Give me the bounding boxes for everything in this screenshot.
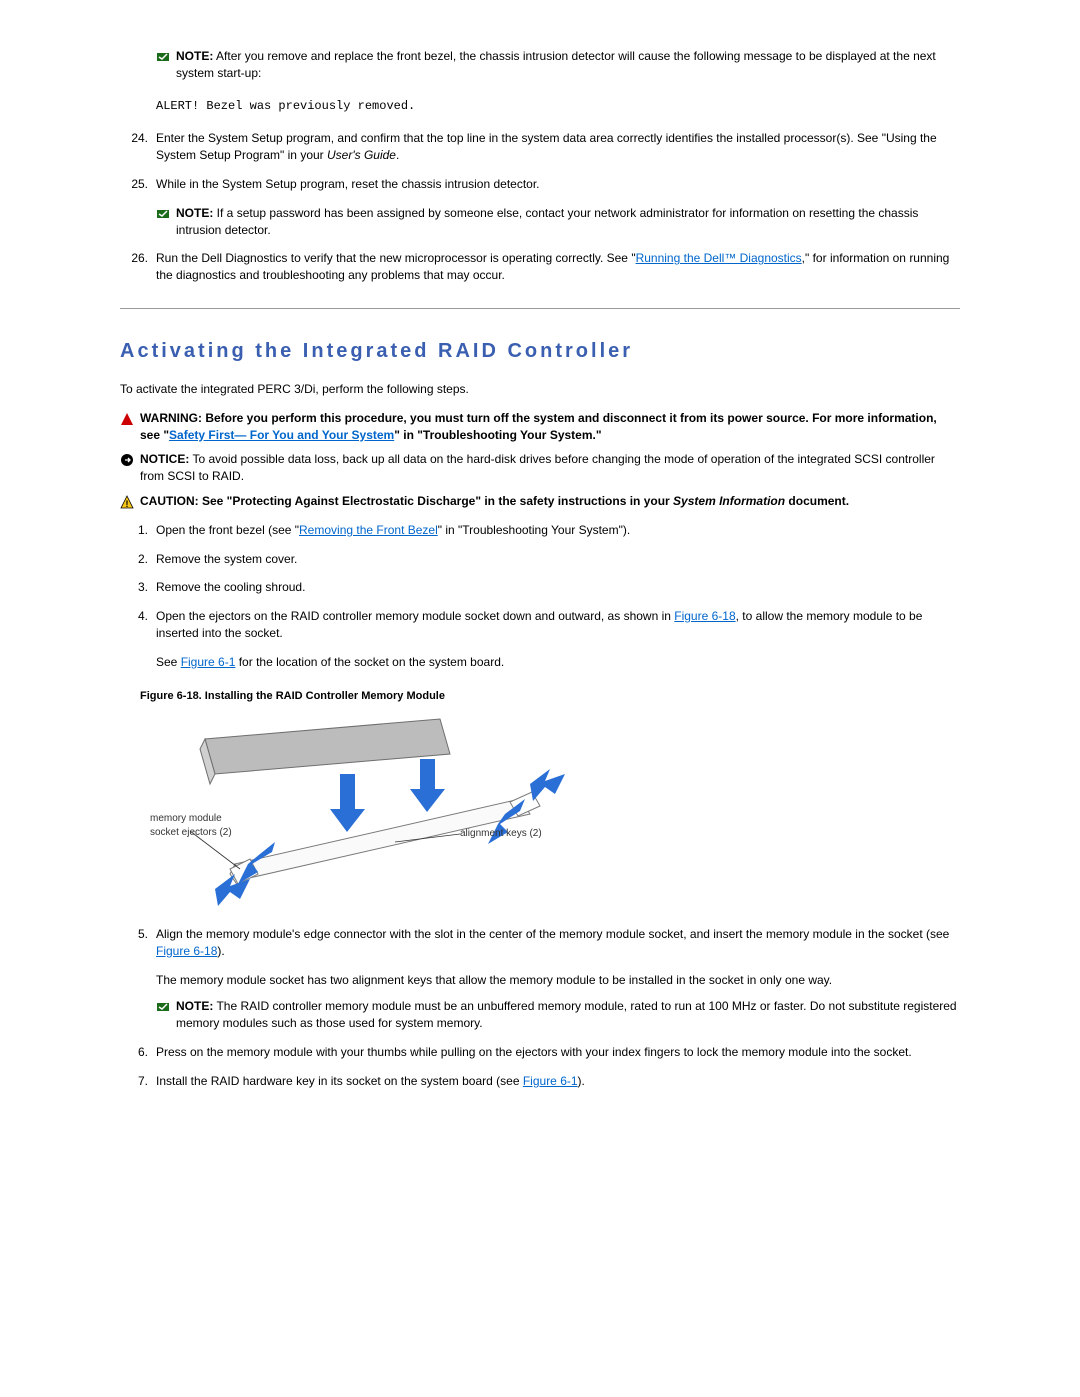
notice-icon (120, 453, 134, 467)
figure-6-18: memory modulesocket ejectors (2) alignme… (140, 714, 640, 914)
step-5: 5. Align the memory module's edge connec… (120, 926, 960, 960)
step-1: 1.Open the front bezel (see "Removing th… (120, 522, 960, 539)
note-raid-memory: NOTE: The RAID controller memory module … (156, 998, 960, 1032)
link-figure-6-1[interactable]: Figure 6-1 (181, 655, 236, 669)
link-figure-6-18[interactable]: Figure 6-18 (156, 944, 217, 958)
notice-block: NOTICE: To avoid possible data loss, bac… (120, 451, 960, 485)
step-list-top: 24. Enter the System Setup program, and … (120, 130, 960, 192)
step-24: 24. Enter the System Setup program, and … (120, 130, 960, 164)
step-26: 26. Run the Dell Diagnostics to verify t… (120, 250, 960, 284)
inline-link[interactable]: Removing the Front Bezel (299, 523, 438, 537)
alert-message: ALERT! Bezel was previously removed. (156, 98, 960, 115)
svg-text:!: ! (126, 499, 129, 509)
step-6-7: 6. Press on the memory module with your … (120, 1044, 960, 1090)
step-2: 2.Remove the system cover. (120, 551, 960, 568)
step-6: 6. Press on the memory module with your … (120, 1044, 960, 1061)
section-divider (120, 308, 960, 309)
note-icon (156, 50, 170, 64)
section-heading: Activating the Integrated RAID Controlle… (120, 337, 960, 365)
warning-block: WARNING: Before you perform this procedu… (120, 410, 960, 444)
step-4: 4.Open the ejectors on the RAID controll… (120, 608, 960, 642)
step4-extra: See Figure 6-1 for the location of the s… (156, 654, 960, 671)
step-7: 7. Install the RAID hardware key in its … (120, 1073, 960, 1090)
caution-block: ! CAUTION: See "Protecting Against Elect… (120, 493, 960, 510)
note-icon (156, 207, 170, 221)
warning-icon (120, 412, 134, 426)
link-safety[interactable]: Safety First— For You and Your System (169, 428, 394, 442)
step-list-bottom: 1.Open the front bezel (see "Removing th… (120, 522, 960, 642)
note-password: NOTE: If a setup password has been assig… (156, 205, 960, 239)
caution-icon: ! (120, 495, 134, 509)
step5-extra: The memory module socket has two alignme… (156, 972, 960, 989)
figure-label-keys: alignment keys (2) (460, 827, 542, 841)
step-list-26: 26. Run the Dell Diagnostics to verify t… (120, 250, 960, 284)
figure-caption: Figure 6-18. Installing the RAID Control… (140, 689, 960, 704)
link-figure-6-1-b[interactable]: Figure 6-1 (523, 1074, 578, 1088)
intro-paragraph: To activate the integrated PERC 3/Di, pe… (120, 381, 960, 398)
note-bezel: NOTE: After you remove and replace the f… (156, 48, 960, 82)
figure-label-ejectors: memory modulesocket ejectors (2) (150, 812, 232, 840)
note-text: NOTE: After you remove and replace the f… (176, 48, 960, 82)
inline-link[interactable]: Figure 6-18 (674, 609, 735, 623)
link-diagnostics[interactable]: Running the Dell™ Diagnostics (636, 251, 802, 265)
note-icon (156, 1000, 170, 1014)
step-3: 3.Remove the cooling shroud. (120, 579, 960, 596)
step-25: 25. While in the System Setup program, r… (120, 176, 960, 193)
